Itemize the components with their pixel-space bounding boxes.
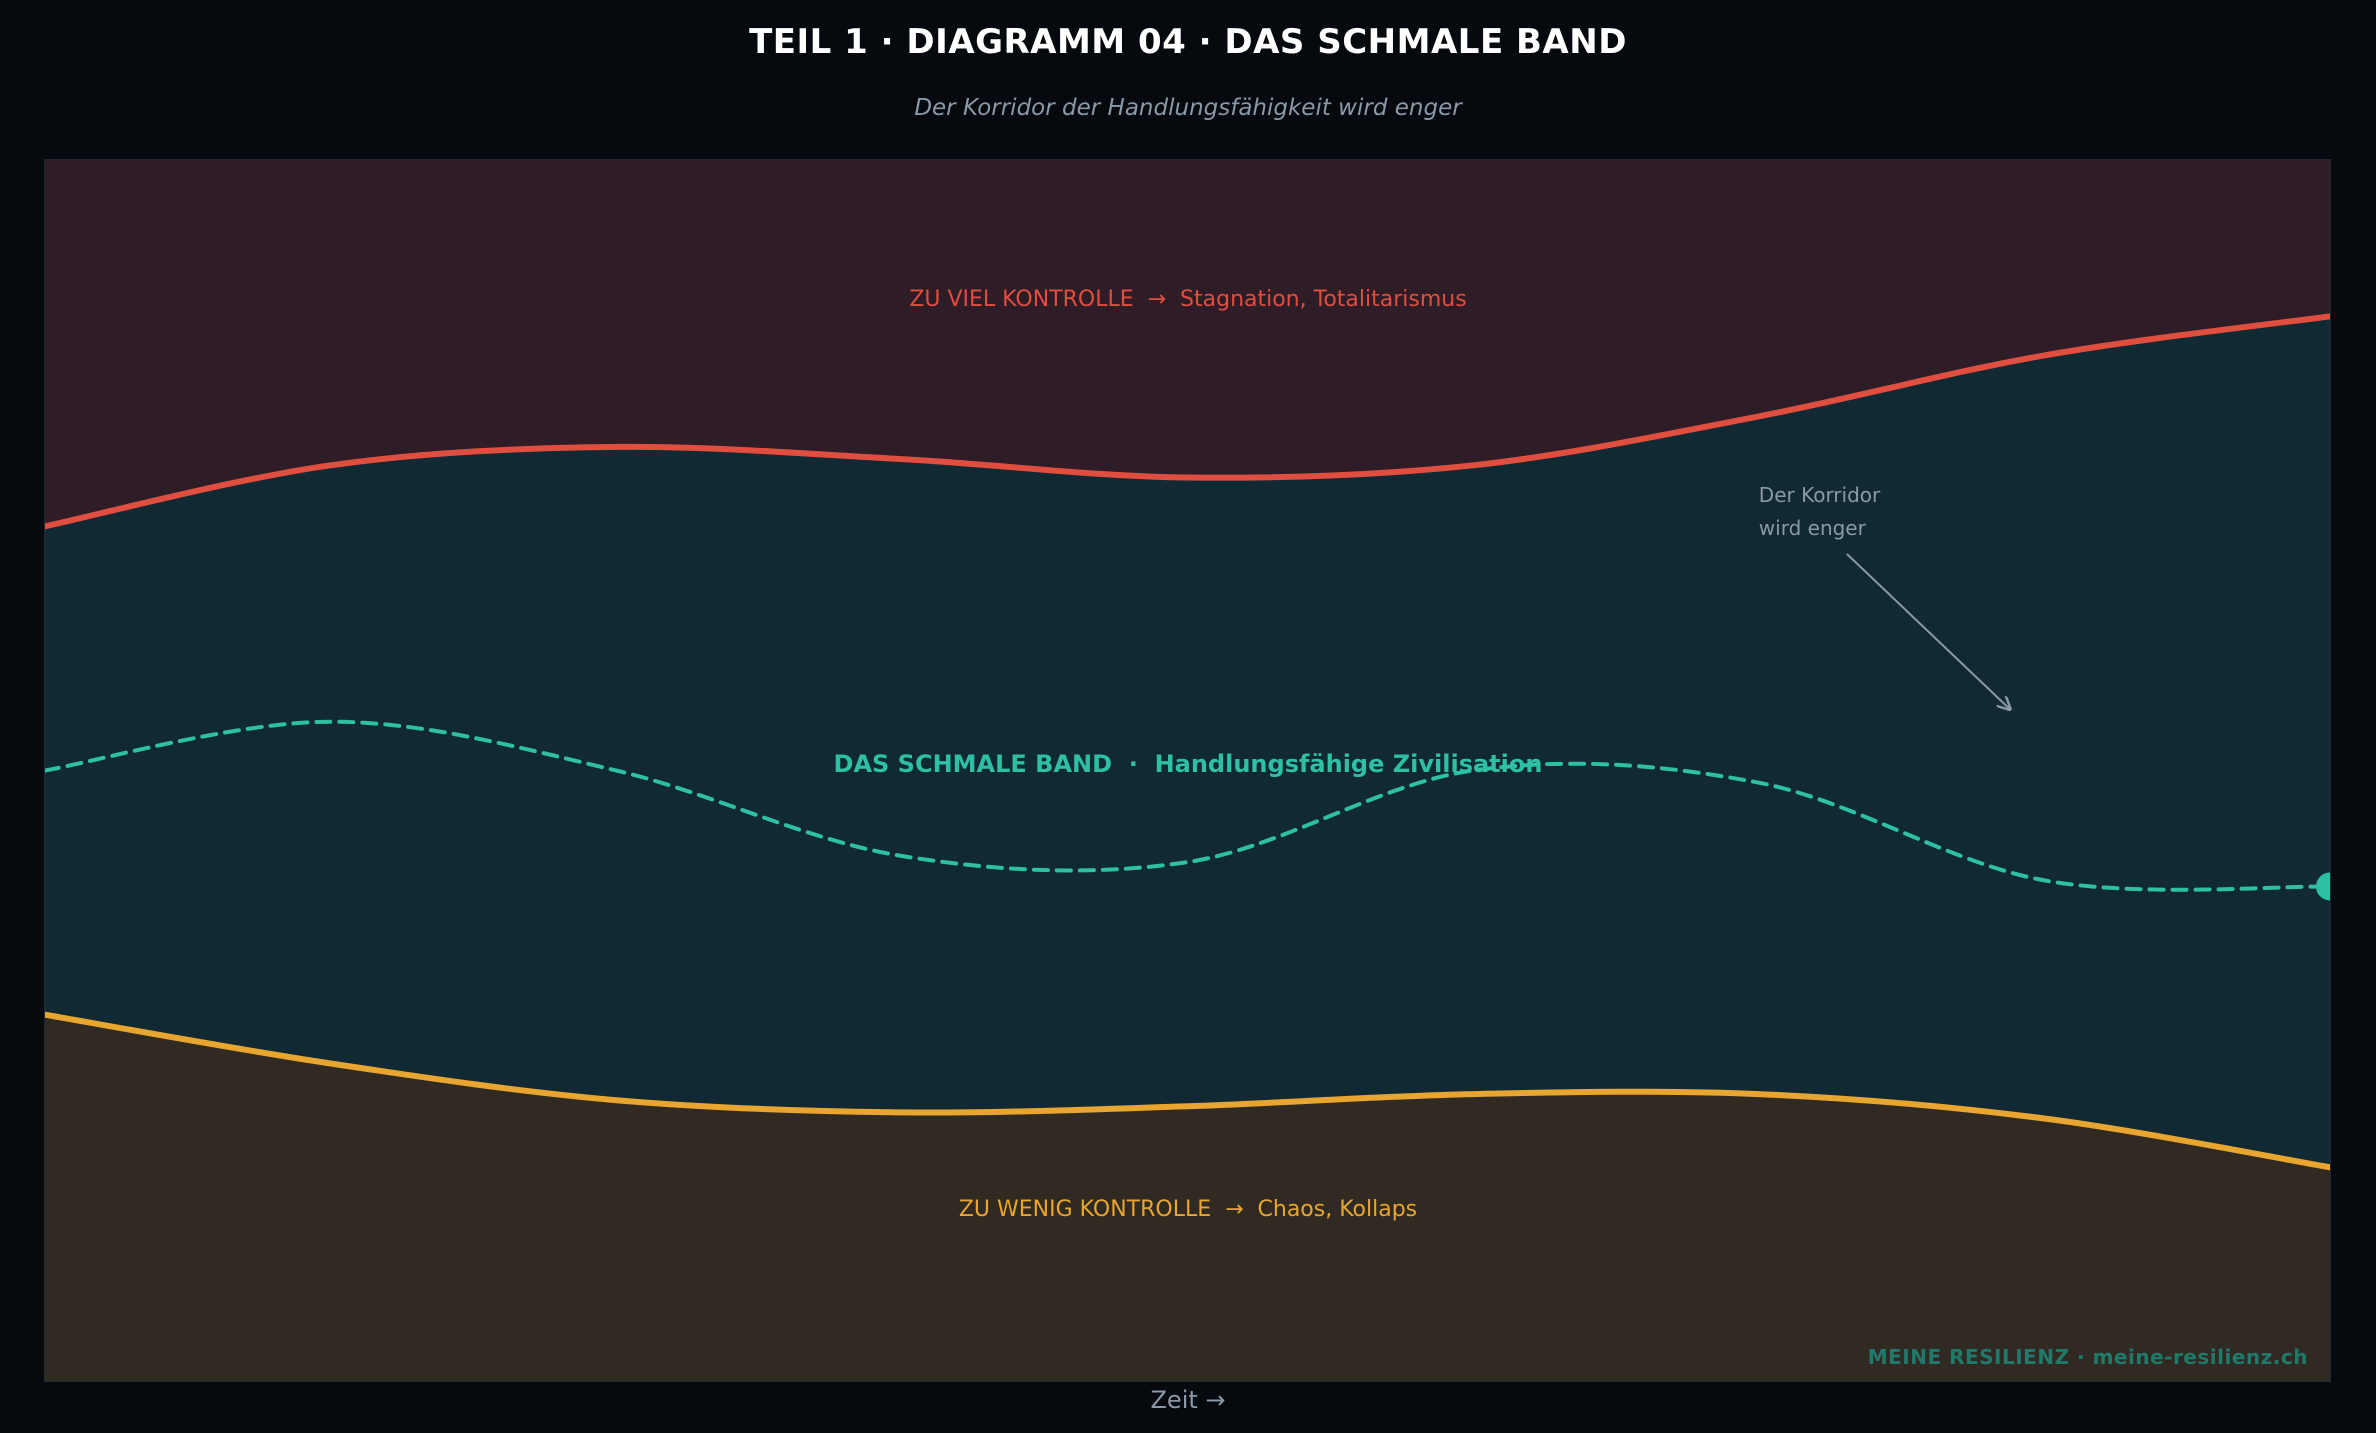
lower-zone-area bbox=[45, 1014, 2330, 1381]
chart-title: TEIL 1 · DIAGRAMM 04 · DAS SCHMALE BAND bbox=[749, 22, 1627, 62]
zone-label-too-much-control: ZU VIEL KONTROLLE → Stagnation, Totalita… bbox=[909, 287, 1466, 312]
chart-subtitle: Der Korridor der Handlungsfähigkeit wird… bbox=[914, 95, 1462, 121]
x-axis-label: Zeit → bbox=[1150, 1386, 1226, 1414]
zone-label-too-little-control: ZU WENIG KONTROLLE → Chaos, Kollaps bbox=[959, 1197, 1417, 1222]
zone-label-narrow-band: DAS SCHMALE BAND · Handlungsfähige Zivil… bbox=[834, 750, 1543, 778]
lower-boundary-line bbox=[45, 1011, 2330, 1171]
upper-boundary-line bbox=[45, 313, 2330, 530]
footer-brand: MEINE RESILIENZ · meine-resilienz.ch bbox=[1867, 1345, 2308, 1369]
annotation-text-line: wird enger bbox=[1759, 516, 1867, 540]
civilization-path-line bbox=[45, 719, 2330, 892]
upper-zone-area bbox=[45, 160, 2330, 527]
annotation-arrow bbox=[1846, 553, 2010, 710]
annotation-text-line: Der Korridor bbox=[1759, 483, 1881, 507]
current-position-marker bbox=[2316, 872, 2330, 901]
